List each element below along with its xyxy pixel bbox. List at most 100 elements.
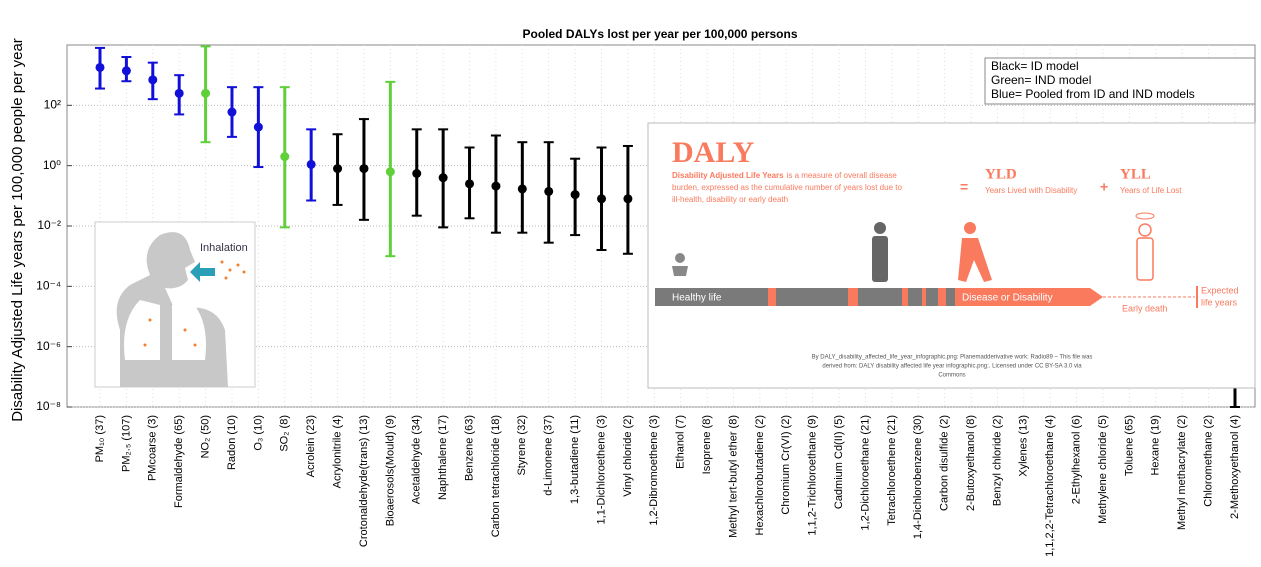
plus: + bbox=[1100, 179, 1108, 195]
credit: Commons bbox=[938, 373, 965, 379]
baby-head bbox=[675, 253, 685, 263]
point bbox=[333, 164, 343, 174]
y-tick-label: 10² bbox=[44, 98, 61, 112]
x-tick-label: Benzene (63) bbox=[463, 415, 475, 481]
x-tick-label: 1,1,2,2-Tetrachloroethane (4) bbox=[1044, 415, 1056, 557]
credit: derived from: DALY disability affected l… bbox=[822, 364, 1082, 370]
point bbox=[597, 194, 607, 204]
expected-label: life years bbox=[1201, 297, 1238, 307]
x-tick-label: Formaldehyde (65) bbox=[173, 415, 185, 508]
point bbox=[491, 181, 501, 191]
inset-frame bbox=[647, 122, 1256, 389]
point bbox=[201, 88, 211, 98]
y-tick-label: 10⁻⁶ bbox=[36, 339, 61, 353]
x-tick-label: Toluene (65) bbox=[1123, 415, 1135, 476]
yll-label: Years of Life Lost bbox=[1120, 186, 1182, 195]
x-tick-label: Chromium Cr(VI) (2) bbox=[780, 415, 792, 515]
x-tick-label: 2-Methoxyethanol (4) bbox=[1229, 415, 1241, 519]
particle bbox=[143, 343, 147, 347]
x-tick-label: PMcoarse (3) bbox=[147, 415, 159, 481]
baby-body bbox=[672, 266, 688, 276]
x-tick-label: 1,1,2-Trichloroethane (9) bbox=[807, 415, 819, 536]
yld-label: Years Lived with Disability bbox=[985, 186, 1077, 195]
yll: YLL bbox=[1120, 166, 1151, 182]
daly-definition: Disability Adjusted Life Years is a measu… bbox=[672, 171, 897, 180]
x-tick-label: 1,3-butadiene (11) bbox=[569, 415, 581, 504]
timeline-episode bbox=[768, 288, 776, 306]
particle bbox=[220, 260, 224, 264]
disabled-head bbox=[964, 222, 976, 234]
x-tick-label: SO₂ (8) bbox=[279, 415, 291, 452]
x-tick-label: O₃ (10) bbox=[252, 415, 264, 451]
adult-head bbox=[874, 222, 886, 234]
x-tick-label: Chloromethane (2) bbox=[1203, 415, 1215, 507]
timeline-episode bbox=[922, 288, 926, 306]
inset-label: Inhalation bbox=[200, 242, 248, 254]
early-death-label: Early death bbox=[1122, 303, 1168, 313]
x-tick-label: Hexane (19) bbox=[1150, 415, 1162, 476]
x-tick-label: Methyl methacrylate (2) bbox=[1176, 415, 1188, 530]
daly-inset: DALY Disability Adjusted Life Years is a m… bbox=[647, 122, 1256, 389]
x-tick-label: PM₁₀ (37) bbox=[94, 415, 106, 462]
legend-box bbox=[984, 57, 1256, 105]
timeline-episode bbox=[902, 288, 908, 306]
yld: YLD bbox=[985, 166, 1017, 182]
point bbox=[412, 168, 422, 178]
x-tick-label: Methyl tert-butyl ether (8) bbox=[727, 415, 739, 538]
particle bbox=[193, 343, 197, 347]
daly-title: DALY bbox=[672, 136, 755, 169]
disease-label: Disease or Disability bbox=[962, 293, 1053, 304]
x-tick-label: Bioaerosols(Mould) (9) bbox=[384, 415, 396, 526]
x-tick-label: Carbon disulfide (2) bbox=[939, 415, 951, 511]
point bbox=[148, 75, 158, 85]
x-tick-label: 2-Butoxyethanol (8) bbox=[965, 415, 977, 511]
x-tick-label: Isoprene (8) bbox=[701, 415, 713, 474]
x-tick-label: 1,4-Dichlorobenzene (30) bbox=[912, 415, 924, 539]
point bbox=[280, 152, 290, 162]
x-tick-label: Acrylonitrile (4) bbox=[331, 415, 343, 488]
inhalation-inset: Inhalation bbox=[94, 221, 256, 388]
x-tick-label: Tetrachloroethene (21) bbox=[886, 415, 898, 526]
point bbox=[623, 194, 633, 204]
point bbox=[306, 159, 316, 169]
disabled-body bbox=[958, 238, 992, 282]
timeline-disease bbox=[955, 288, 1103, 306]
x-tick-label: Styrene (32) bbox=[516, 415, 528, 476]
x-tick-label: Crotonaldehyde(trans) (13) bbox=[358, 415, 370, 547]
legend-entry: Blue= Pooled from ID and IND models bbox=[991, 87, 1195, 101]
healthy-label: Healthy life bbox=[672, 293, 722, 304]
x-tick-label: d-Limonene (37) bbox=[543, 415, 555, 496]
x-tick-label: PM₂.₅ (107) bbox=[120, 415, 132, 472]
y-tick-label: 10⁻⁴ bbox=[36, 279, 61, 293]
particle bbox=[242, 270, 246, 274]
point bbox=[253, 122, 263, 132]
point bbox=[570, 190, 580, 200]
x-tick-label: 1,1-Dichloroethene (3) bbox=[595, 415, 607, 524]
x-tick-label: Acetaldehyde (34) bbox=[411, 415, 423, 504]
x-tick-label: 1,2-Dibromoethene (3) bbox=[648, 415, 660, 526]
particle bbox=[224, 276, 228, 280]
adult-body bbox=[872, 236, 888, 282]
equals: = bbox=[960, 179, 968, 195]
x-tick-label: Xylenes (13) bbox=[1018, 415, 1030, 477]
point bbox=[385, 167, 395, 177]
angel-head bbox=[1138, 223, 1152, 237]
daly-definition: ill-health, disability or early death bbox=[672, 195, 788, 204]
timeline-healthy bbox=[655, 288, 955, 306]
point bbox=[465, 179, 475, 189]
legend-entry: Green= IND model bbox=[991, 73, 1091, 87]
y-tick-label: 10⁰ bbox=[43, 158, 61, 172]
timeline-episode bbox=[848, 288, 858, 306]
y-tick-label: 10⁻² bbox=[37, 218, 61, 232]
particle bbox=[183, 328, 187, 332]
point bbox=[227, 107, 237, 117]
particle bbox=[228, 268, 232, 272]
angel-body bbox=[1136, 237, 1154, 281]
halo bbox=[1135, 212, 1155, 220]
point bbox=[359, 164, 369, 174]
expected-label: Expected bbox=[1201, 285, 1239, 295]
x-tick-label: Cadmium Cd(II) (5) bbox=[833, 415, 845, 509]
x-tick-label: Carbon tetrachloride (18) bbox=[490, 415, 502, 537]
x-tick-label: Acrolein (23) bbox=[305, 415, 317, 477]
